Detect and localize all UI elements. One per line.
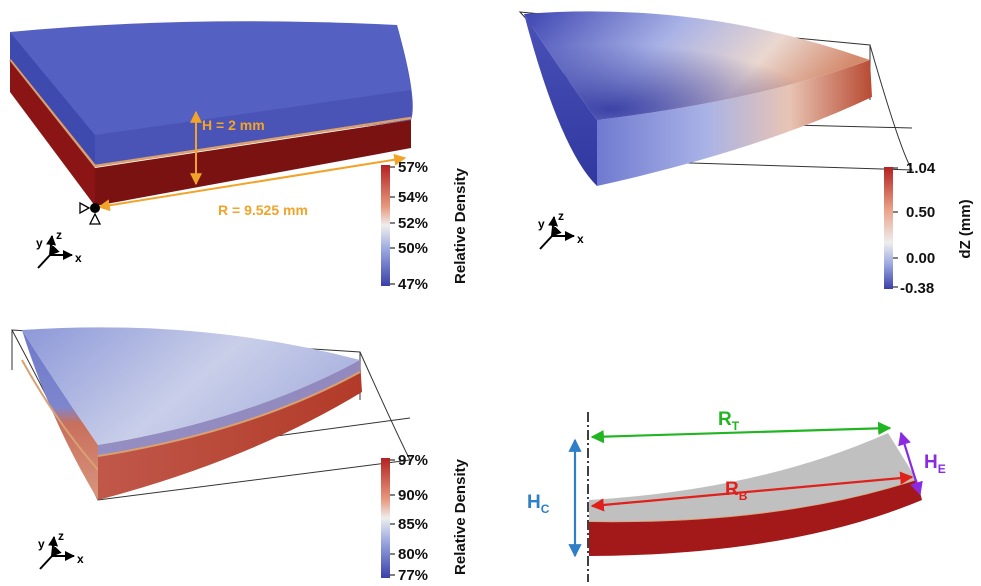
colorbar-a-tick-50: 50% [398, 240, 428, 257]
hc-label: HC [527, 492, 550, 516]
disk-right-face-upper [95, 90, 411, 166]
rt-dimension-arrow [590, 421, 892, 444]
rb-dimension-arrow [590, 471, 914, 512]
colorbar-c-tick-77: 77% [398, 567, 428, 584]
colorbar-c-tick-90: 90% [398, 487, 428, 504]
panel-b: x y z 1.04 0.50 0.00 -0.38 dZ (mm) [518, 11, 974, 297]
radius-label: R = 9.525 mm [218, 202, 308, 218]
axis-x-label-b: x [577, 232, 584, 246]
axis-y-label: y [36, 236, 43, 250]
axis-x-label: x [75, 251, 82, 265]
colorbar-c-tick-85: 85% [398, 516, 428, 533]
axes-triad-icon-b [539, 216, 575, 250]
axis-z-label-c: z [58, 529, 64, 543]
colorbar-b-tick-min: -0.38 [900, 280, 934, 297]
axis-z-label-b: z [558, 209, 564, 223]
colorbar-a-title: Relative Density [452, 167, 469, 284]
rt-label: RT [718, 409, 740, 433]
deformed-front-face-c [22, 330, 98, 500]
colorbar-density-a [381, 165, 390, 286]
colorbar-c-tick-97: 97% [398, 452, 428, 469]
colorbar-b-tick-050: 0.50 [906, 204, 935, 221]
colorbar-dz [884, 167, 893, 289]
disk-front-face-lower [10, 61, 95, 206]
axes-triad-icon-c [39, 536, 75, 570]
colorbar-b-tick-000: 0.00 [906, 250, 935, 267]
axes-triad-icon [37, 235, 73, 269]
colorbar-a-tick-54: 54% [398, 189, 428, 206]
density-interface-line [9, 59, 412, 168]
deformed-front-face-b [524, 14, 597, 186]
disk-top-surface [10, 21, 411, 136]
colorbar-a-tick-52: 52% [398, 215, 428, 232]
axis-z-label: z [56, 228, 62, 242]
colorbar-b-tick-max: 1.04 [906, 160, 936, 177]
panel-c: x y z 97% 90% 85% 80% 77% Relative Densi… [11, 327, 469, 584]
axis-y-label-b: y [538, 217, 545, 231]
axis-x-label-c: x [77, 552, 84, 566]
he-dimension-arrow [898, 431, 923, 496]
rb-label: RB [725, 479, 748, 503]
he-label: HE [924, 452, 946, 476]
colorbar-a-tick-57: 57% [398, 159, 428, 176]
colorbar-c-tick-80: 80% [398, 546, 428, 563]
colorbar-ticks-a: 57% 54% 52% 50% 47% [390, 159, 428, 293]
radius-dimension-arrow [97, 153, 407, 212]
deformed-top-face-c [22, 327, 360, 445]
profile-lower-layer [589, 480, 922, 556]
axis-y-label-c: y [38, 537, 45, 551]
boundary-condition-icon [79, 201, 102, 225]
panel-a: H = 2 mm R = 9.525 mm x y z 57% 54% [9, 21, 469, 293]
height-label: H = 2 mm [202, 117, 265, 133]
panel-d: RT RB HE HC [527, 409, 946, 582]
colorbar-ticks-b: 1.04 0.50 0.00 -0.38 [893, 160, 936, 297]
deformed-side-face-b [597, 60, 872, 186]
colorbar-ticks-c: 97% 90% 85% 80% 77% [390, 452, 428, 584]
disk-front-face-upper [10, 32, 95, 166]
interface-line-c [21, 359, 99, 471]
colorbar-density-c [381, 458, 390, 578]
colorbar-c-title: Relative Density [452, 458, 469, 575]
colorbar-a-tick-47: 47% [398, 276, 428, 293]
colorbar-b-title: dZ (mm) [957, 199, 974, 258]
